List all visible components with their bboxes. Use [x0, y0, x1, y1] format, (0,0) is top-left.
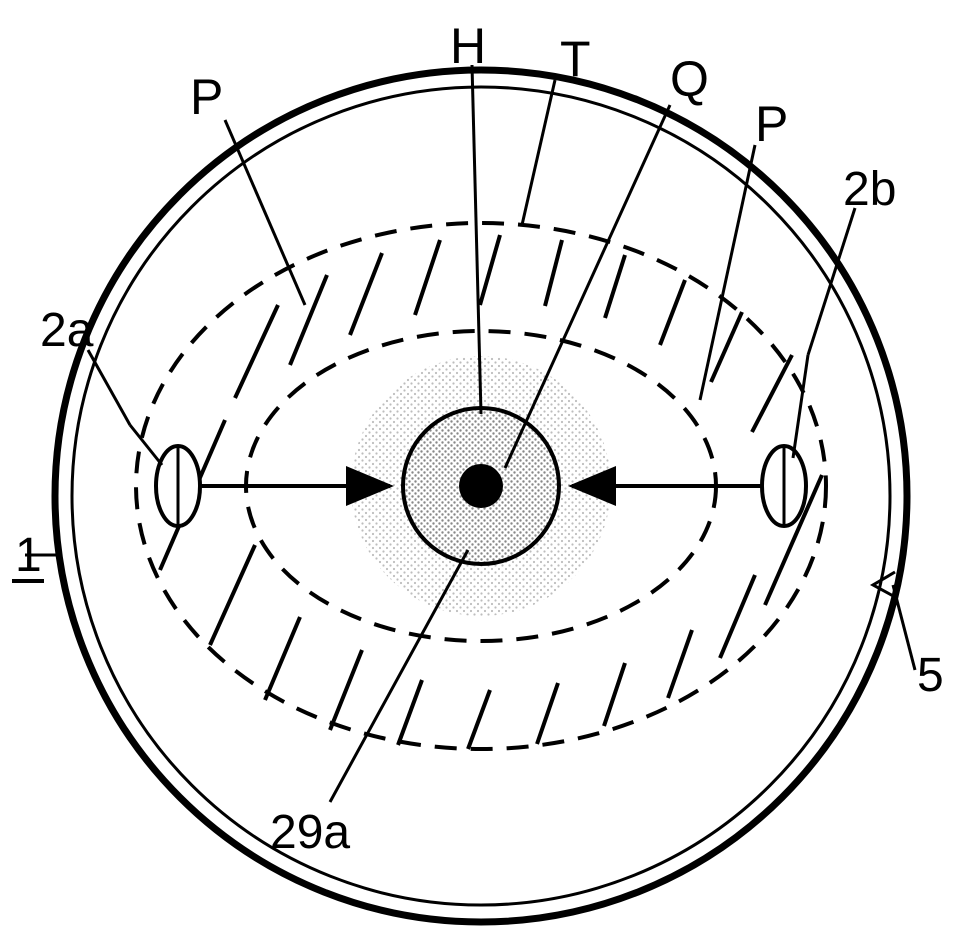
hatch-line — [290, 275, 327, 365]
hatch-line — [720, 575, 755, 658]
hatch-line — [235, 305, 278, 398]
hatch-line — [415, 240, 440, 315]
hatch-line — [210, 545, 255, 645]
hatch-line — [537, 683, 558, 744]
label-P-right: P — [755, 95, 788, 153]
leader-line-2a — [130, 425, 162, 465]
hatch-line — [480, 235, 500, 305]
hatch-line — [605, 255, 625, 318]
hatch-line — [545, 240, 562, 306]
label-5: 5 — [917, 648, 944, 703]
hatch-line — [330, 650, 362, 730]
hatch-line — [265, 617, 300, 700]
leader-line-2a-pre — [88, 350, 130, 425]
hatch-line — [660, 280, 685, 345]
hatch-line — [752, 355, 792, 432]
label-T: T — [560, 30, 591, 88]
label-2b: 2b — [843, 162, 896, 217]
leader-line-2b — [793, 355, 808, 458]
label-29a: 29a — [270, 805, 350, 860]
center-dot — [459, 464, 503, 508]
leader-line-P-right — [700, 145, 755, 400]
label-1: 1 — [15, 528, 42, 583]
diagram-svg — [0, 0, 962, 952]
hatch-line — [668, 630, 692, 698]
hatch-line — [398, 680, 422, 745]
hatch-line — [604, 663, 625, 726]
label-H: H — [450, 17, 486, 75]
label-2a: 2a — [40, 303, 93, 358]
hatch-line — [350, 253, 382, 335]
hatch-line — [468, 690, 490, 749]
label-Q: Q — [670, 50, 709, 108]
diagram-canvas: P H T Q P 2b 2a 1 5 29a — [0, 0, 962, 952]
leader-line-T — [522, 80, 555, 225]
label-P-left: P — [190, 68, 223, 126]
